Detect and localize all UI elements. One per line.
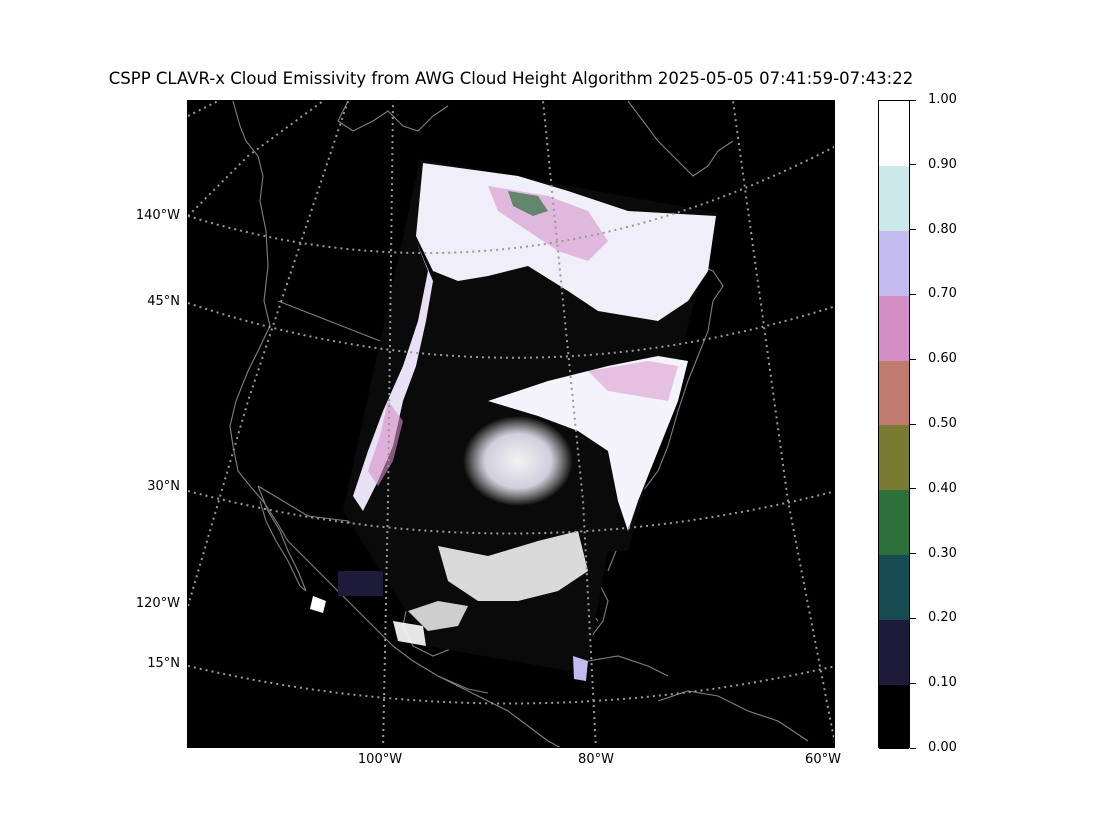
coastline-baja [257,485,307,592]
graticule-lat-60n [188,145,834,255]
cloud-patch-mexico [393,621,426,646]
colorbar-tick [910,229,916,231]
colorbar-tick-label: 0.70 [928,286,957,302]
colorbar-segment [879,295,909,361]
map-panel [187,100,835,748]
graticule-lon-80w [542,101,597,747]
colorbar-tick [910,488,916,490]
cloud-band-north-green [508,191,548,216]
lat-label-15n: 15°N [147,656,180,671]
cloud-scatter-gulf [408,601,468,631]
satellite-swath [310,159,718,681]
map-svg [188,101,834,747]
colorbar-segment [879,684,909,750]
lon-label-100w: 100°W [357,752,403,767]
cloud-band-frontal [488,356,688,531]
cloud-patch-central [573,656,588,681]
colorbar-tick [910,99,916,101]
colorbar-tick-label: 0.50 [928,416,957,431]
colorbar-segment [879,101,909,167]
colorbar-tick-label: 1.00 [928,92,957,107]
colorbar-segment [879,165,909,232]
graticule-lat-15n [188,665,834,705]
colorbar-segment [879,554,909,620]
graticule-lon-140w [188,101,324,217]
coastline-caribbean [657,690,809,742]
lon-label-140w: 140°W [135,208,180,223]
cloud-scatter-west-swath [310,596,326,613]
colorbar-tick-label: 0.90 [928,156,957,172]
cloud-patch-pacific [338,571,383,596]
lon-label-80w: 80°W [578,752,614,767]
lon-label-120w: 120°W [135,596,180,611]
colorbar-segment [879,360,909,426]
colorbar-tick-label: 0.40 [928,480,957,496]
colorbar-tick-label: 0.20 [928,610,957,626]
cloud-band-south [438,531,588,601]
lon-label-60w: 60°W [805,752,841,767]
colorbar-tick [910,682,916,684]
colorbar-tick [910,617,916,619]
coastline-central-america [437,675,561,747]
colorbar-tick-label: 0.80 [928,221,957,237]
cloud-band-west-pink [368,401,403,486]
colorbar [878,100,910,750]
lat-label-45n: 45°N [147,294,180,309]
colorbar-tick [910,293,916,295]
colorbar-tick [910,423,916,425]
colorbar-tick [910,747,916,749]
colorbar-segment [879,489,909,556]
colorbar-tick [910,553,916,555]
lat-label-30n: 30°N [147,479,180,494]
coastline-arctic [627,101,734,177]
colorbar-tick [910,358,916,360]
graticule-lon-160w [188,101,219,117]
coastline-west [229,101,489,694]
colorbar-tick-label: 0.30 [928,545,957,561]
coastline-cuba [587,655,669,677]
colorbar-tick-label: 0.00 [928,740,957,755]
colorbar-tick-label: 0.10 [928,675,957,691]
graticule-lat-30n [188,490,834,535]
cloud-band-frontal-pink [588,361,678,401]
graticule-lon-60w [732,101,834,744]
colorbar-segment [879,230,909,296]
graticule [188,101,834,747]
colorbar-segment [879,619,909,685]
colorbar-segment [879,425,909,491]
colorbar-tick-label: 0.60 [928,351,957,367]
map-title: CSPP CLAVR-x Cloud Emissivity from AWG C… [108,69,914,88]
cloud-band-west [353,241,433,511]
coastline-hudson-bay [337,101,449,132]
colorbar-tick [910,164,916,166]
cyclone-core [463,416,573,506]
graticule-lon-120w [188,101,349,607]
